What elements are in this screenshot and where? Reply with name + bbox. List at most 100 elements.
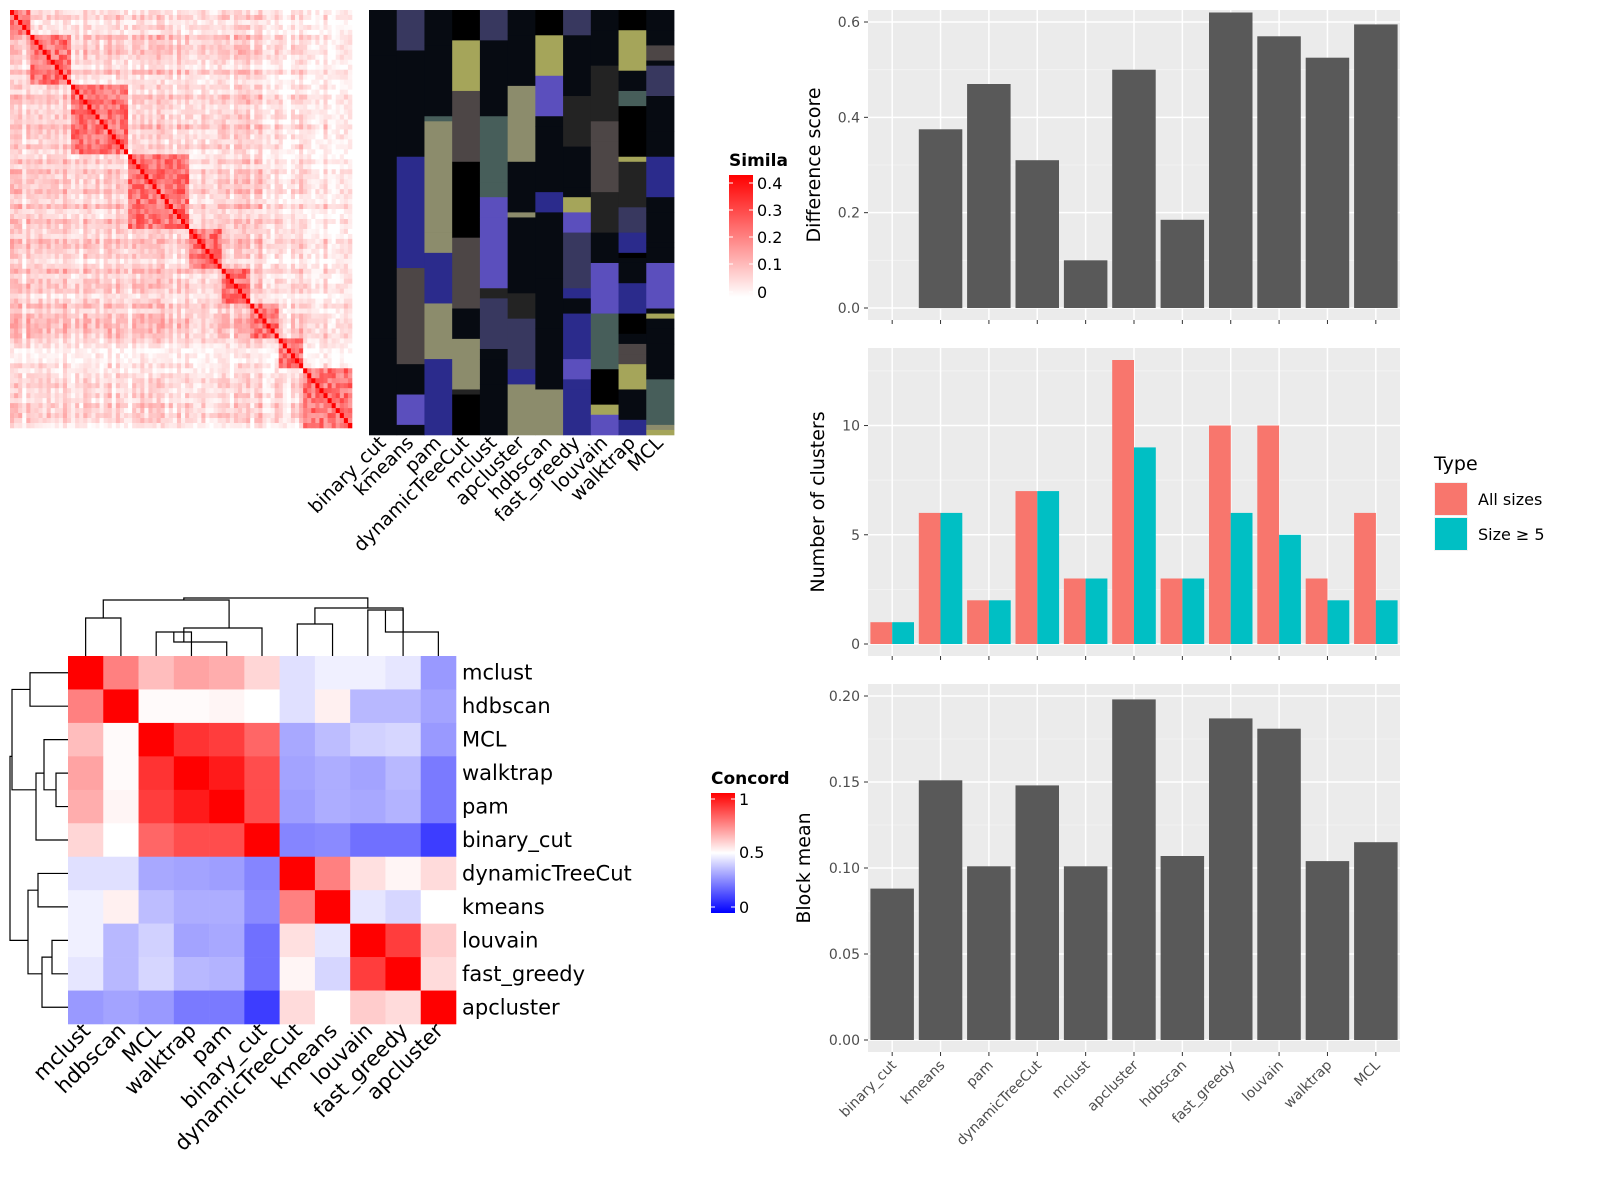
similarity-cell — [221, 119, 227, 125]
similarity-cell — [103, 54, 109, 61]
similarity-cell — [229, 209, 235, 215]
similarity-cell — [30, 219, 35, 225]
similarity-cell — [46, 228, 52, 235]
similarity-cell — [197, 199, 202, 205]
similarity-cell — [242, 69, 247, 75]
similarity-cell — [254, 99, 259, 105]
similarity-cell — [331, 10, 337, 16]
similarity-cell — [262, 104, 267, 110]
similarity-cell — [286, 273, 292, 280]
similarity-cell — [50, 258, 56, 265]
similarity-cell — [128, 74, 133, 80]
similarity-cell — [327, 233, 332, 240]
similarity-cell — [225, 283, 231, 289]
similarity-cell — [156, 14, 161, 21]
similarity-cell — [270, 94, 275, 100]
similarity-cell — [242, 114, 247, 120]
similarity-cell — [225, 223, 231, 230]
similarity-cell — [217, 243, 223, 250]
similarity-cell — [246, 19, 251, 26]
similarity-cell — [217, 10, 223, 16]
similarity-cell — [185, 54, 190, 61]
similarity-cell — [286, 179, 292, 185]
similarity-cell — [136, 64, 141, 71]
similarity-cell — [343, 109, 349, 115]
similarity-cell — [262, 99, 267, 105]
similarity-cell — [124, 154, 129, 160]
similarity-cell — [213, 10, 218, 16]
similarity-cell — [339, 19, 345, 26]
similarity-cell — [46, 248, 52, 255]
similarity-cell — [290, 278, 296, 284]
similarity-cell — [229, 49, 235, 56]
similarity-cell — [258, 263, 263, 270]
similarity-cell — [319, 283, 324, 289]
similarity-cell — [311, 209, 316, 215]
similarity-cell — [205, 84, 210, 90]
similarity-cell — [71, 74, 76, 80]
similarity-cell — [95, 44, 100, 51]
similarity-cell — [282, 214, 288, 220]
similarity-cell — [205, 34, 210, 41]
similarity-cell — [99, 49, 104, 56]
similarity-cell — [30, 223, 35, 230]
similarity-cell — [140, 194, 145, 200]
similarity-cell — [34, 209, 39, 215]
similarity-cell — [295, 258, 300, 265]
similarity-cell — [30, 199, 35, 205]
similarity-cell — [124, 169, 129, 175]
similarity-cell — [136, 14, 141, 21]
similarity-cell — [26, 238, 31, 245]
similarity-cell — [299, 248, 304, 255]
similarity-cell — [323, 19, 328, 26]
similarity-cell — [193, 144, 198, 150]
similarity-cell — [103, 109, 109, 115]
similarity-cell — [197, 238, 202, 245]
similarity-cell — [95, 119, 100, 125]
similarity-cell — [189, 139, 194, 145]
similarity-cell — [201, 94, 206, 100]
similarity-cell — [246, 194, 251, 200]
similarity-cell — [270, 233, 275, 240]
similarity-cell — [209, 19, 214, 26]
similarity-cell — [331, 273, 337, 280]
similarity-cell — [311, 253, 316, 260]
similarity-cell — [10, 243, 15, 250]
similarity-cell — [128, 253, 133, 260]
similarity-cell — [238, 288, 243, 294]
similarity-cell — [164, 149, 170, 155]
similarity-cell — [270, 24, 275, 31]
similarity-cell — [148, 189, 153, 195]
similarity-cell — [38, 293, 43, 299]
similarity-cell — [30, 184, 35, 190]
similarity-cell — [213, 29, 218, 36]
similarity-cell — [233, 14, 239, 21]
similarity-cell — [91, 109, 96, 115]
similarity-cell — [148, 283, 153, 289]
similarity-cell — [229, 184, 235, 190]
similarity-cell — [140, 124, 145, 130]
similarity-cell — [233, 243, 239, 250]
similarity-cell — [111, 278, 117, 284]
similarity-cell — [303, 99, 308, 105]
similarity-cell — [258, 204, 263, 210]
similarity-cell — [144, 149, 149, 155]
similarity-cell — [87, 184, 92, 190]
similarity-cell — [26, 228, 31, 235]
similarity-cell — [299, 59, 304, 66]
similarity-cell — [10, 238, 15, 245]
similarity-cell — [107, 258, 113, 265]
similarity-cell — [335, 238, 341, 245]
similarity-cell — [30, 303, 35, 309]
similarity-cell — [34, 223, 39, 230]
similarity-cell — [115, 104, 121, 110]
similarity-cell — [201, 19, 206, 26]
similarity-cell — [172, 228, 178, 235]
similarity-cell — [46, 119, 52, 125]
similarity-cell — [10, 283, 15, 289]
similarity-cell — [79, 159, 84, 165]
similarity-cell — [225, 84, 231, 90]
similarity-cell — [26, 129, 31, 135]
similarity-cell — [79, 248, 84, 255]
similarity-cell — [217, 69, 223, 75]
